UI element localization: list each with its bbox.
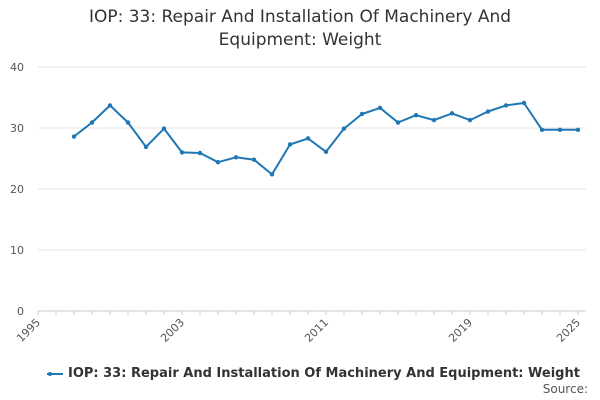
data-point [161, 126, 167, 131]
series-line [73, 102, 578, 176]
x-axis: 1995 2003 2011 2019 2025 [14, 311, 583, 345]
y-tick-label: 40 [10, 61, 24, 74]
data-point [431, 117, 437, 123]
x-tick-label: 2003 [158, 316, 187, 345]
data-point [233, 155, 239, 160]
data-point [521, 100, 527, 106]
data-point [71, 134, 77, 139]
data-point [305, 136, 311, 141]
chart-title-line-2: Equipment: Weight [218, 30, 382, 50]
data-point [377, 105, 383, 111]
source-label: Source: [542, 382, 588, 396]
series-group [71, 100, 581, 177]
data-point [449, 111, 455, 116]
grid-lines [38, 66, 586, 312]
y-tick-label: 20 [10, 183, 24, 196]
x-tick-label: 2019 [446, 316, 475, 345]
y-axis: 0 10 20 30 40 [10, 61, 24, 318]
legend-label: IOP: 33: Repair And Installation Of Mach… [68, 366, 580, 381]
y-tick-label: 10 [10, 244, 24, 257]
data-point [575, 127, 581, 133]
data-point [359, 111, 365, 117]
data-point [467, 117, 473, 123]
data-point [287, 142, 293, 147]
y-tick-label: 0 [17, 305, 24, 318]
legend-swatch-icon [47, 371, 63, 376]
data-point [107, 103, 113, 108]
chart-title-line-1: IOP: 33: Repair And Installation Of Mach… [88, 7, 512, 27]
chart-title: IOP: 33: Repair And Installation Of Mach… [0, 6, 600, 52]
data-point [539, 127, 545, 133]
data-point [215, 159, 221, 165]
data-point [125, 120, 131, 125]
data-point [557, 127, 563, 133]
data-point [413, 112, 419, 118]
x-tick-label: 2025 [554, 316, 583, 345]
data-point [143, 144, 149, 150]
data-point [89, 120, 95, 125]
y-tick-label: 30 [10, 122, 24, 135]
data-point [341, 126, 347, 131]
data-point [485, 109, 491, 114]
x-tick-label: 1995 [14, 316, 43, 345]
data-point [197, 150, 203, 156]
data-point [503, 103, 509, 108]
data-point [251, 157, 257, 162]
data-point [323, 149, 329, 154]
data-point [179, 150, 185, 155]
data-point [395, 120, 401, 125]
data-point [269, 172, 275, 177]
x-tick-label: 2011 [302, 316, 331, 345]
legend[interactable]: IOP: 33: Repair And Installation Of Mach… [46, 366, 580, 381]
